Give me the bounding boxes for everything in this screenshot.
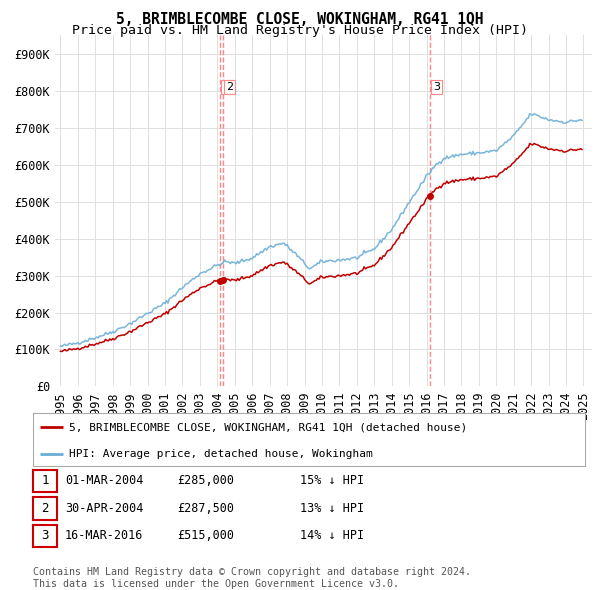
Text: 13% ↓ HPI: 13% ↓ HPI	[300, 502, 364, 515]
Text: Contains HM Land Registry data © Crown copyright and database right 2024.
This d: Contains HM Land Registry data © Crown c…	[33, 567, 471, 589]
Text: 2: 2	[41, 502, 49, 515]
Text: 01-MAR-2004: 01-MAR-2004	[65, 474, 143, 487]
Text: £515,000: £515,000	[177, 529, 234, 542]
Text: 3: 3	[433, 82, 440, 92]
Text: 1: 1	[41, 474, 49, 487]
Text: 5, BRIMBLECOMBE CLOSE, WOKINGHAM, RG41 1QH (detached house): 5, BRIMBLECOMBE CLOSE, WOKINGHAM, RG41 1…	[69, 422, 467, 432]
Text: 15% ↓ HPI: 15% ↓ HPI	[300, 474, 364, 487]
Text: £287,500: £287,500	[177, 502, 234, 515]
Text: 5, BRIMBLECOMBE CLOSE, WOKINGHAM, RG41 1QH: 5, BRIMBLECOMBE CLOSE, WOKINGHAM, RG41 1…	[116, 12, 484, 27]
Text: 16-MAR-2016: 16-MAR-2016	[65, 529, 143, 542]
Text: HPI: Average price, detached house, Wokingham: HPI: Average price, detached house, Woki…	[69, 450, 373, 460]
Text: 30-APR-2004: 30-APR-2004	[65, 502, 143, 515]
Text: 3: 3	[41, 529, 49, 542]
Text: Price paid vs. HM Land Registry's House Price Index (HPI): Price paid vs. HM Land Registry's House …	[72, 24, 528, 37]
Text: 14% ↓ HPI: 14% ↓ HPI	[300, 529, 364, 542]
Text: £285,000: £285,000	[177, 474, 234, 487]
Text: 1: 1	[223, 82, 230, 92]
Text: 2: 2	[226, 82, 233, 92]
